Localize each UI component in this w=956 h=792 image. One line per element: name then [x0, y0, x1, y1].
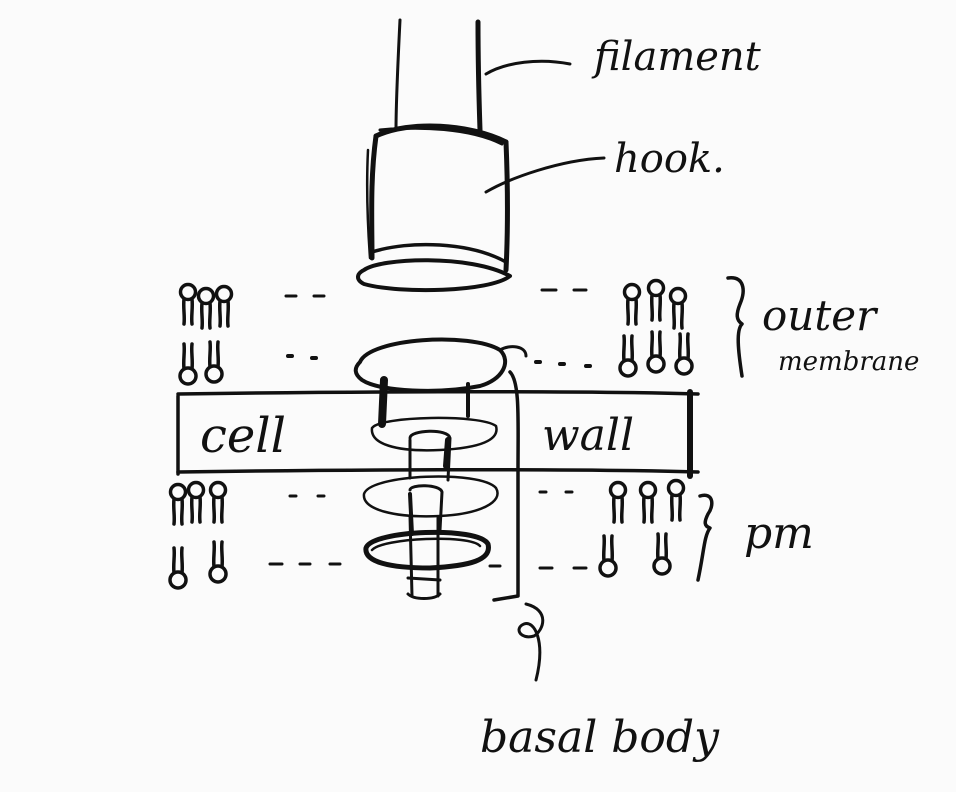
hook — [356, 123, 512, 293]
label-outer: outer — [762, 291, 879, 340]
basal-rings — [362, 475, 499, 600]
label-pm: pm — [744, 508, 814, 559]
label-hook: hook. — [614, 136, 725, 182]
label-membrane: membrane — [778, 347, 919, 377]
rod — [370, 376, 498, 482]
l-ring — [353, 337, 528, 393]
basal-body-bracket — [492, 370, 545, 682]
label-cell: cell — [200, 408, 286, 464]
leaders — [484, 59, 745, 582]
plasma-membrane-lipids — [168, 478, 686, 590]
label-basal-body: basal body — [480, 712, 720, 763]
label-filament: filament — [591, 34, 762, 80]
outer-membrane-lipids — [178, 278, 694, 386]
labels: filament hook. outer membrane cell wall … — [200, 34, 919, 763]
label-wall: wall — [542, 410, 634, 461]
cell-wall — [176, 389, 700, 479]
filament — [394, 18, 483, 133]
